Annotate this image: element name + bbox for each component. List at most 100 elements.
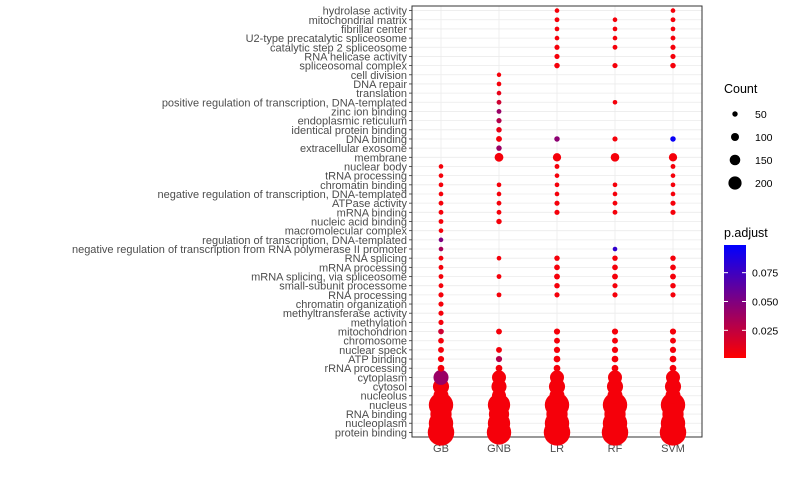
point-rf-mrna-binding	[612, 209, 618, 215]
point-lr-negative-regulation-of-transcription-dna-templated	[554, 191, 560, 197]
y-tick-label-membrane: membrane	[354, 152, 407, 164]
point-svm-nuclear-body	[670, 164, 676, 169]
point-gnb-identical-protein-binding	[496, 127, 502, 133]
point-lr-mrna-processing	[554, 264, 560, 271]
point-rf-atpase-activity	[612, 200, 618, 206]
point-svm-rna-processing	[670, 292, 676, 298]
point-gnb-dna-binding	[496, 136, 502, 142]
y-tick-label-spliceosomal-complex: spliceosomal complex	[299, 61, 407, 73]
point-lr-trna-processing	[554, 173, 560, 178]
y-tick-label-nucleolus: nucleolus	[361, 391, 408, 403]
y-tick-label-regulation-of-transcription-dna-templated: regulation of transcription, DNA-templat…	[202, 235, 407, 247]
point-gb-rna-processing	[438, 292, 444, 298]
point-svm-atpase-activity	[670, 200, 676, 206]
point-lr-spliceosomal-complex	[554, 62, 560, 69]
point-rf-chromatin-binding	[612, 182, 618, 188]
y-tick-label-cytoplasm: cytoplasm	[357, 372, 407, 384]
y-tick-label-rna-splicing: RNA splicing	[345, 253, 407, 265]
point-gb-nuclear-speck	[438, 346, 444, 353]
point-rf-rna-processing	[612, 292, 618, 298]
point-lr-atp-binding	[553, 355, 561, 363]
point-gb-mrna-processing	[438, 264, 444, 270]
point-lr-catalytic-step-2-spliceosome	[554, 44, 560, 50]
point-lr-dna-binding	[554, 136, 560, 142]
point-gnb-rna-splicing	[496, 255, 502, 261]
point-lr-rna-helicase-activity	[554, 53, 560, 60]
point-gb-atp-binding	[437, 355, 445, 363]
point-gb-regulation-of-transcription-dna-templated	[438, 237, 444, 243]
y-tick-label-chromatin-binding: chromatin binding	[320, 180, 407, 192]
point-svm-membrane	[668, 153, 678, 162]
point-svm-mrna-binding	[670, 209, 676, 215]
point-gnb-mrna-binding	[496, 209, 502, 215]
point-gnb-zinc-ion-binding	[496, 109, 502, 114]
point-rf-negative-regulation-of-transcription-dna-templated	[612, 191, 618, 197]
point-lr-nucleolus	[549, 388, 565, 404]
point-lr-rna-splicing	[554, 255, 560, 261]
size-legend-label-100: 100	[755, 132, 773, 144]
point-svm-u2-type-precatalytic-spliceosome	[670, 35, 676, 41]
point-svm-fibrillar-center	[670, 26, 676, 32]
point-svm-cytoplasm	[666, 370, 680, 385]
point-gnb-nuclear-speck	[496, 346, 502, 353]
point-lr-rrna-processing	[553, 364, 561, 372]
x-axis: GB GNB LR RF SVM	[433, 437, 685, 455]
point-svm-nuclear-speck	[669, 346, 677, 353]
point-rf-mrna-splicing-via-spliceosome	[612, 273, 618, 280]
point-lr-mitochondrial-matrix	[554, 17, 560, 23]
point-gb-methyltransferase-activity	[438, 310, 444, 316]
point-svm-trna-processing	[670, 173, 676, 178]
y-tick-label-extracellular-exosome: extracellular exosome	[300, 143, 407, 155]
point-lr-chromosome	[554, 337, 560, 344]
point-gnb-positive-regulation-of-transcription-dna-templated	[496, 99, 502, 105]
y-tick-label-nucleoplasm: nucleoplasm	[345, 418, 407, 430]
point-lr-fibrillar-center	[554, 26, 560, 32]
point-gnb-cell-division	[496, 72, 502, 77]
x-tick-label-svm: SVM	[661, 443, 685, 455]
point-gb-small-subunit-processome	[438, 283, 444, 289]
point-gb-macromolecular-complex	[438, 228, 444, 233]
point-gnb-translation	[496, 90, 502, 96]
data-points	[427, 8, 687, 446]
y-tick-label-chromosome: chromosome	[343, 336, 407, 348]
point-lr-mrna-splicing-via-spliceosome	[554, 273, 560, 280]
color-legend-label-0-075: 0.075	[752, 268, 778, 280]
point-gb-mrna-binding	[438, 209, 444, 215]
size-legend-label-200: 200	[755, 178, 773, 190]
point-lr-nuclear-body	[554, 164, 560, 169]
y-tick-label-catalytic-step-2-spliceosome: catalytic step 2 spliceosome	[270, 42, 407, 54]
y-tick-label-zinc-ion-binding: zinc ion binding	[331, 106, 407, 118]
y-tick-label-hydrolase-activity: hydrolase activity	[323, 6, 408, 18]
point-gnb-atpase-activity	[496, 200, 502, 206]
point-rf-mrna-processing	[612, 264, 618, 271]
point-svm-small-subunit-processome	[670, 282, 676, 289]
point-svm-rna-helicase-activity	[670, 53, 676, 60]
point-gnb-mrna-splicing-via-spliceosome	[496, 274, 502, 279]
y-tick-label-fibrillar-center: fibrillar center	[341, 24, 407, 36]
size-legend-title: Count	[724, 82, 758, 96]
point-rf-chromosome	[612, 337, 618, 344]
point-lr-nuclear-speck	[553, 346, 561, 353]
size-legend-label-50: 50	[755, 109, 767, 121]
point-gb-negative-regulation-of-transcription-from-rna-polymerase-ii-promoter	[438, 246, 444, 252]
point-gnb-extracellular-exosome	[496, 145, 502, 151]
point-svm-catalytic-step-2-spliceosome	[670, 44, 676, 50]
x-tick-label-gb: GB	[433, 443, 449, 455]
y-tick-label-rna-helicase-activity: RNA helicase activity	[304, 51, 407, 63]
point-gnb-rrna-processing	[495, 364, 503, 372]
size-legend-dot-200	[728, 176, 742, 190]
point-gnb-negative-regulation-of-transcription-dna-templated	[496, 191, 502, 197]
point-rf-positive-regulation-of-transcription-dna-templated	[612, 99, 618, 105]
point-lr-mitochondrion	[553, 328, 561, 335]
point-rf-cytoplasm	[608, 370, 622, 385]
point-gnb-mitochondrion	[496, 328, 502, 335]
size-legend-dot-50	[732, 111, 738, 117]
point-lr-rna-binding	[546, 403, 568, 425]
point-rf-atp-binding	[611, 355, 619, 363]
y-tick-label-protein-binding: protein binding	[335, 427, 407, 439]
y-tick-label-cytosol: cytosol	[373, 382, 407, 394]
point-rf-small-subunit-processome	[612, 283, 618, 289]
y-tick-label-positive-regulation-of-transcription-dna-templated: positive regulation of transcription, DN…	[162, 97, 407, 109]
color-legend-title: p.adjust	[724, 226, 768, 240]
y-tick-label-cell-division: cell division	[351, 70, 407, 82]
